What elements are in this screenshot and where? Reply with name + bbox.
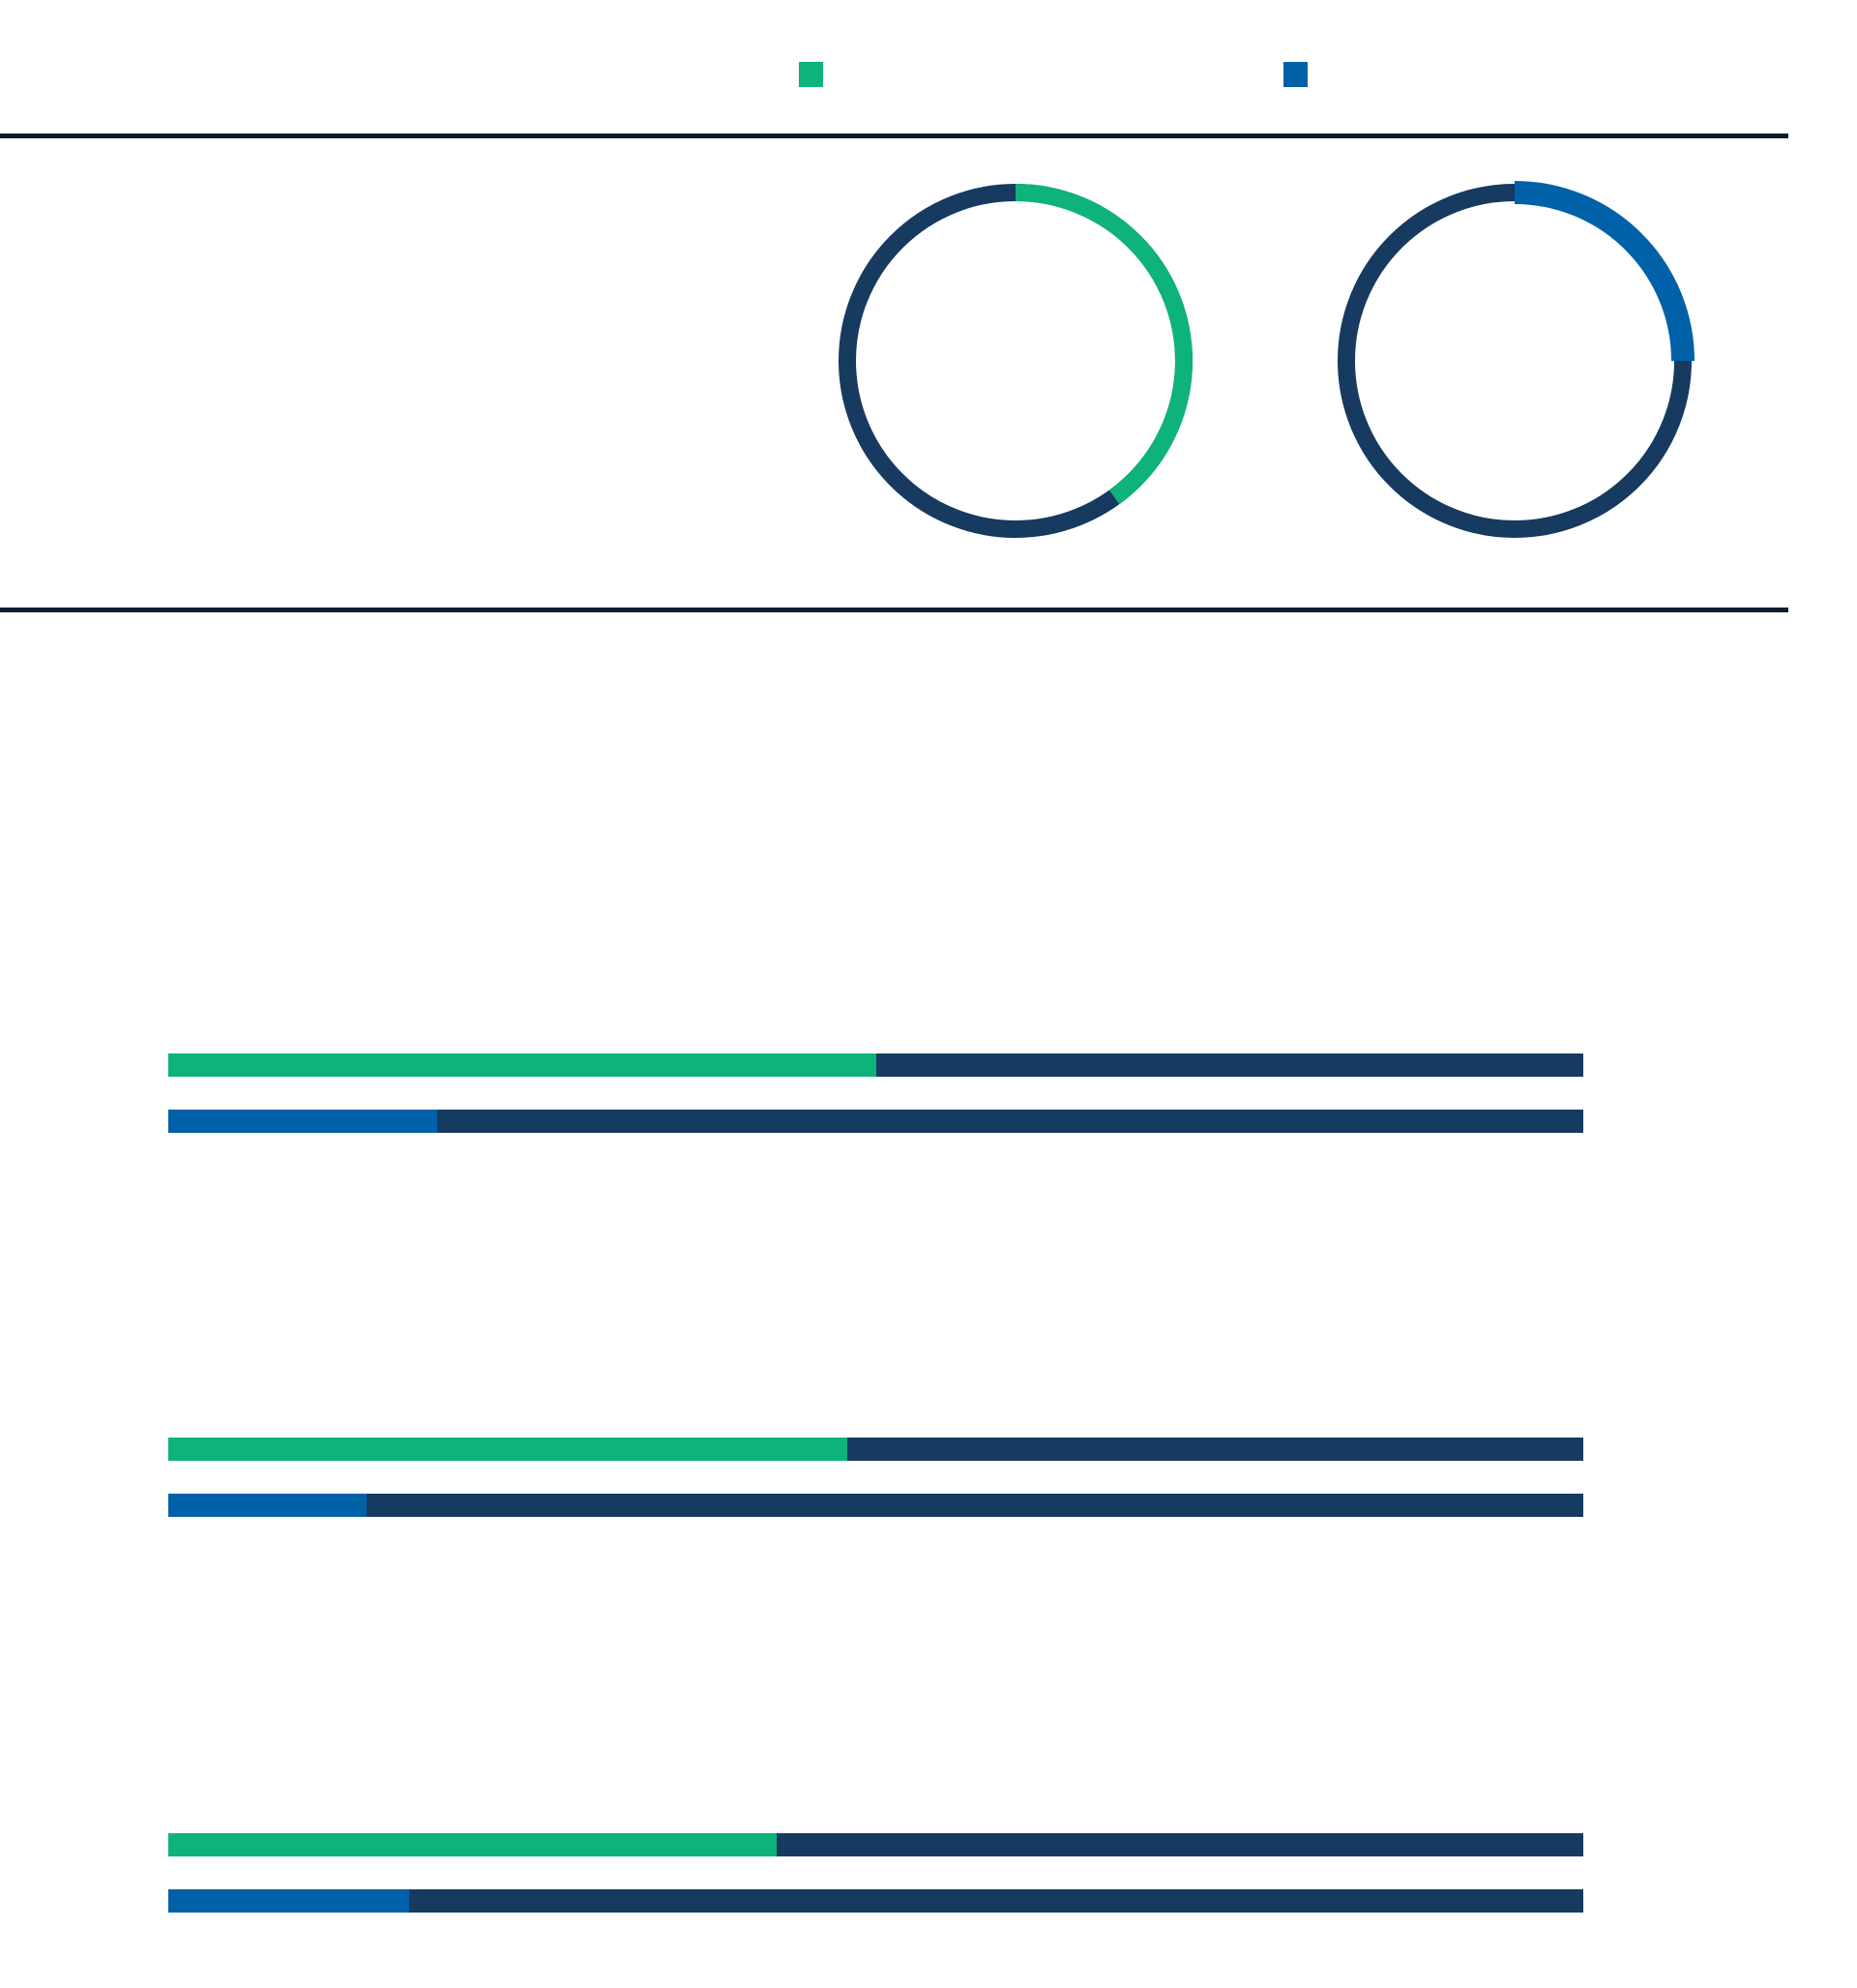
bar-fill-series-b	[168, 1889, 409, 1913]
bar-track	[168, 1438, 1583, 1461]
bar-track	[168, 1110, 1583, 1133]
donut-ring-series-a	[839, 184, 1193, 538]
bar-fill-series-b	[168, 1494, 367, 1517]
bar-fill-series-b	[168, 1110, 437, 1133]
bar-fill-series-a	[168, 1053, 876, 1077]
top-rule	[0, 134, 1788, 138]
bottom-rule	[0, 608, 1788, 612]
bar-fill-series-a	[168, 1438, 848, 1461]
bar-fill-series-a	[168, 1833, 778, 1856]
bar-track	[168, 1833, 1583, 1856]
legend-swatch-series-a	[799, 62, 823, 87]
donut-arc-series-a	[839, 184, 1193, 538]
donut-arc-series-b	[1335, 181, 1695, 541]
bar-track	[168, 1053, 1583, 1077]
donut-ring-series-b	[1335, 181, 1695, 541]
bar-track	[168, 1494, 1583, 1517]
bar-track	[168, 1889, 1583, 1913]
legend-swatch-series-b	[1283, 62, 1308, 87]
